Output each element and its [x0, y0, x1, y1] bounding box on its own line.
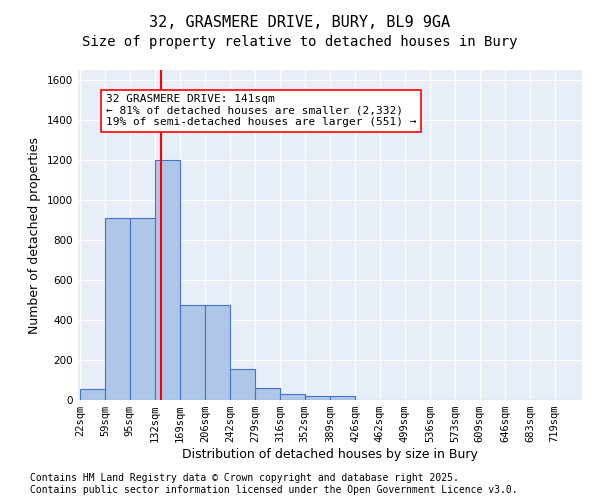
- Bar: [180, 305, 205, 400]
- Bar: [255, 388, 280, 400]
- Text: 32 GRASMERE DRIVE: 141sqm
← 81% of detached houses are smaller (2,332)
19% of se: 32 GRASMERE DRIVE: 141sqm ← 81% of detac…: [106, 94, 416, 127]
- Text: Contains HM Land Registry data © Crown copyright and database right 2025.
Contai: Contains HM Land Registry data © Crown c…: [30, 474, 518, 495]
- Text: 32, GRASMERE DRIVE, BURY, BL9 9GA: 32, GRASMERE DRIVE, BURY, BL9 9GA: [149, 15, 451, 30]
- Bar: [305, 396, 330, 400]
- Bar: [130, 218, 155, 400]
- X-axis label: Distribution of detached houses by size in Bury: Distribution of detached houses by size …: [182, 448, 478, 461]
- Bar: [205, 305, 230, 400]
- Text: Size of property relative to detached houses in Bury: Size of property relative to detached ho…: [82, 35, 518, 49]
- Y-axis label: Number of detached properties: Number of detached properties: [28, 136, 41, 334]
- Bar: [230, 369, 255, 400]
- Bar: [80, 389, 105, 400]
- Bar: [105, 218, 130, 400]
- Bar: [155, 160, 180, 400]
- Bar: [280, 394, 305, 400]
- Bar: [330, 396, 355, 400]
